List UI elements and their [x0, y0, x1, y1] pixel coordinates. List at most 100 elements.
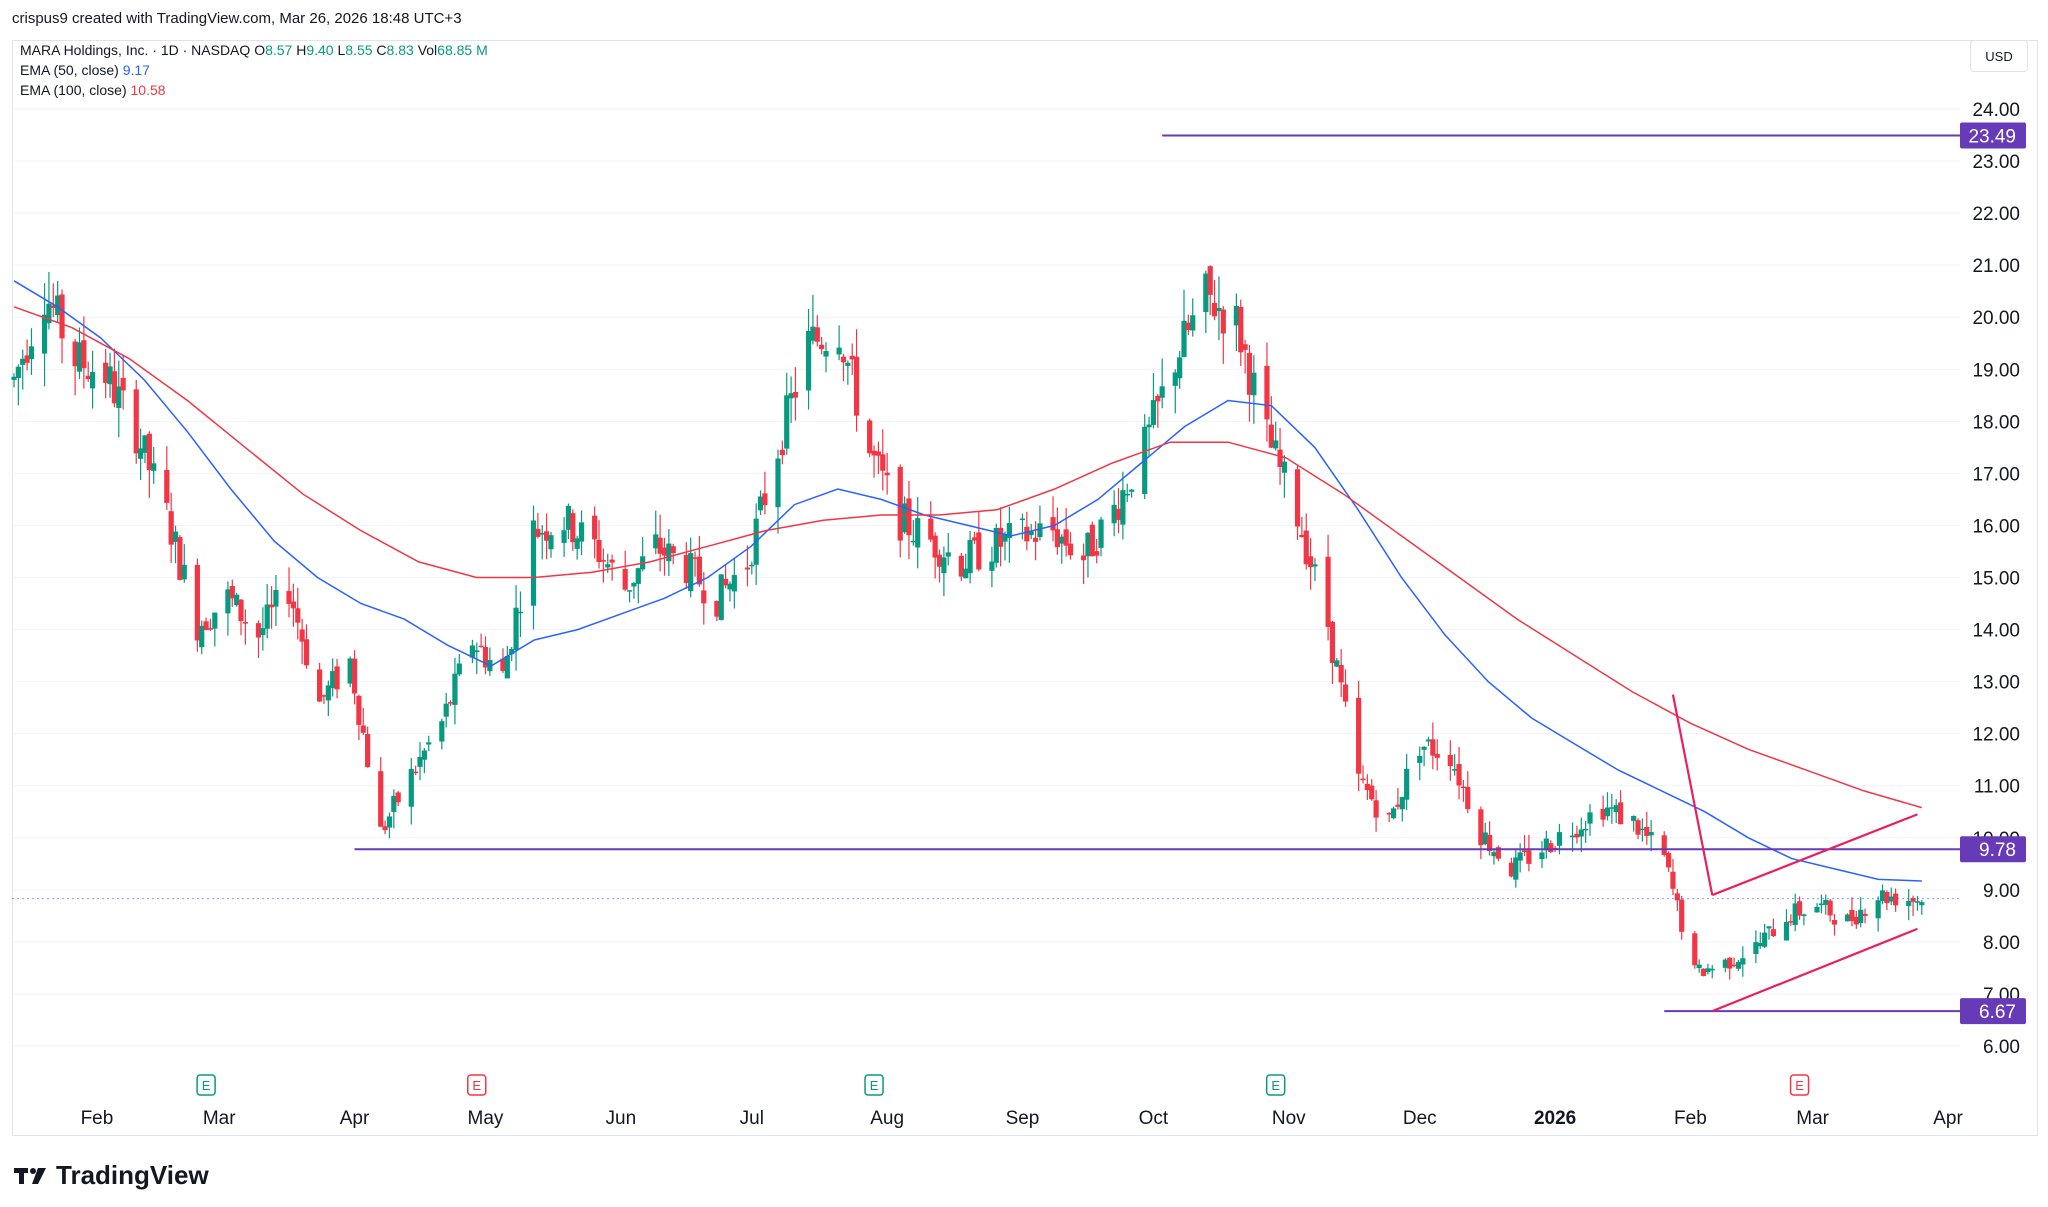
currency-button[interactable]: USD	[1970, 40, 2028, 72]
candle-body	[1849, 910, 1855, 921]
candle-body	[151, 463, 157, 471]
candle-body	[120, 377, 126, 391]
high-label: H	[296, 42, 307, 58]
candle-body	[871, 450, 877, 456]
candle-body	[1277, 449, 1283, 468]
candle-body	[1203, 273, 1209, 313]
candle-body	[989, 561, 995, 571]
candle-body	[701, 590, 707, 604]
open-value: 8.57	[265, 42, 293, 58]
candle-body	[229, 585, 235, 599]
candle-body	[605, 564, 611, 568]
candle-body	[1753, 942, 1759, 954]
candle-body	[805, 330, 812, 391]
price-chart[interactable]: 6.007.008.009.0010.0011.0012.0013.0014.0…	[0, 0, 2048, 1150]
candle-body	[1604, 807, 1611, 817]
candle-body	[596, 540, 602, 563]
y-tick-label: 17.00	[1972, 464, 2020, 485]
candle-body	[1129, 489, 1135, 492]
earnings-marker-label: E	[1271, 1078, 1280, 1093]
candle-body	[976, 532, 982, 570]
candle-body	[59, 294, 65, 339]
candle-body	[1884, 892, 1890, 904]
candle-body	[268, 604, 275, 608]
candle-body	[1587, 812, 1593, 824]
candle-body	[731, 575, 737, 592]
candle-body	[1369, 785, 1375, 800]
y-tick-label: 16.00	[1972, 516, 2020, 537]
candle-body	[1783, 921, 1790, 941]
candle-body	[714, 600, 720, 617]
candle-body	[1818, 903, 1824, 906]
candle-body	[945, 552, 951, 557]
candle-body	[998, 527, 1004, 547]
candle-body	[273, 589, 279, 607]
candle-body	[81, 340, 87, 369]
x-tick-label: Mar	[1796, 1108, 1829, 1129]
x-tick-label: Feb	[1674, 1108, 1707, 1129]
candle-body	[544, 531, 550, 541]
candle-body	[452, 673, 458, 705]
candle-body	[1216, 307, 1222, 312]
candle-body	[1338, 664, 1344, 683]
earnings-marker	[467, 1074, 487, 1096]
candle-body	[1460, 786, 1467, 789]
candle-body	[657, 537, 663, 554]
candle-body	[1762, 932, 1768, 947]
candle-body	[1700, 968, 1707, 976]
y-tick-label: 14.00	[1972, 621, 2020, 642]
candle-body	[1722, 959, 1728, 968]
candle-body	[295, 608, 301, 623]
candle-body	[1111, 504, 1117, 524]
earnings-marker-label: E	[472, 1078, 481, 1093]
candle-body	[1478, 809, 1484, 846]
candle-body	[1487, 834, 1493, 852]
x-tick-label: Jul	[740, 1108, 764, 1129]
candle-body	[845, 362, 851, 366]
candle-body	[1465, 786, 1471, 810]
candle-body	[683, 555, 689, 583]
candle-body	[1181, 320, 1187, 358]
candle-body	[1028, 531, 1034, 536]
candle-body	[203, 621, 209, 631]
candle-body	[1067, 543, 1074, 556]
candle-body	[744, 567, 751, 570]
candle-body	[172, 531, 179, 542]
candle-body	[819, 344, 825, 350]
candle-body	[1517, 852, 1523, 861]
candle-body	[814, 327, 820, 342]
candle-body	[1613, 805, 1619, 813]
legend-symbol-row[interactable]: MARA Holdings, Inc. · 1D · NASDAQ O8.57 …	[20, 40, 488, 60]
candle-body	[779, 449, 785, 456]
symbol-line: MARA Holdings, Inc. · 1D · NASDAQ	[20, 42, 251, 58]
candle-body	[474, 650, 480, 653]
candle-body	[749, 564, 755, 567]
candle-body	[1220, 309, 1226, 334]
candle-body	[194, 564, 200, 641]
ema100-line	[13, 306, 1923, 809]
candle-body	[853, 356, 860, 416]
candle-body	[360, 725, 366, 733]
candle-body	[884, 472, 890, 476]
chart-frame	[12, 40, 2038, 1136]
legend-ema50-row[interactable]: EMA (50, close) 9.17	[20, 60, 488, 80]
candle-body	[242, 622, 248, 624]
close-label: C	[376, 42, 387, 58]
candle-body	[1373, 800, 1379, 818]
legend-ema100-row[interactable]: EMA (100, close) 10.58	[20, 80, 488, 100]
wedge-lower-line	[1711, 927, 1918, 1013]
candle-body	[1360, 778, 1366, 781]
y-tick-label: 9.00	[1983, 881, 2020, 902]
candle-body	[28, 346, 35, 360]
candle-body	[626, 590, 633, 592]
y-tick-label: 12.00	[1972, 725, 2020, 746]
candle-body	[788, 393, 794, 399]
candle-body	[971, 537, 978, 541]
candle-body	[1631, 815, 1637, 821]
candle-body	[880, 454, 886, 471]
candle-body	[1329, 621, 1336, 664]
candle-body	[1609, 807, 1615, 809]
candle-body	[356, 695, 362, 725]
candle-body	[1543, 838, 1549, 851]
candle-body	[1491, 852, 1497, 857]
